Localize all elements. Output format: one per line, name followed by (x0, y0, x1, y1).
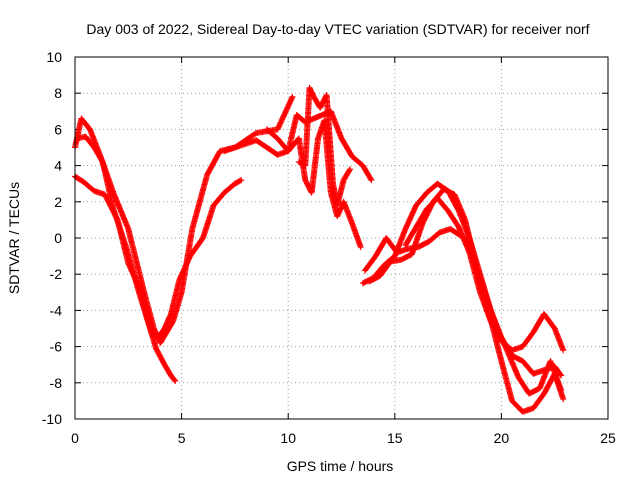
y-tick-label: -6 (50, 339, 63, 355)
data-point (346, 167, 353, 174)
data-point (557, 371, 564, 378)
series-track-f (295, 84, 354, 209)
data-point (357, 244, 364, 251)
y-tick-label: -4 (50, 302, 63, 318)
series-track-a (72, 93, 296, 346)
series-track-i (402, 195, 567, 354)
x-tick-label: 10 (280, 430, 296, 446)
x-tick-label: 0 (71, 430, 79, 446)
y-tick-label: 8 (54, 85, 62, 101)
data-point (238, 177, 245, 184)
x-tick-label: 5 (178, 430, 186, 446)
data-point (560, 347, 567, 354)
y-tick-label: 6 (54, 121, 62, 137)
x-tick-label: 15 (387, 430, 403, 446)
x-tick-label: 25 (600, 430, 616, 446)
series-track-j (366, 186, 565, 397)
data-point (347, 166, 354, 173)
data-point (171, 377, 178, 384)
data-point (558, 387, 565, 394)
y-tick-label: 10 (46, 49, 62, 65)
series-track-h (361, 225, 567, 415)
data-point (558, 372, 565, 379)
x-axis-label: GPS time / hours (287, 458, 394, 474)
chart-title: Day 003 of 2022, Sidereal Day-to-day VTE… (86, 21, 589, 37)
y-tick-label: -10 (42, 411, 62, 427)
series-track-b (74, 133, 245, 341)
data-point (289, 93, 296, 100)
y-tick-label: 2 (54, 194, 62, 210)
axis-ticks: 0 5 10 15 20 25 -10 -8 -6 -4 -2 0 2 4 6 8 10 (42, 49, 616, 446)
data-point (237, 177, 244, 184)
data-point (367, 175, 374, 182)
data-point (172, 377, 179, 384)
data-point (368, 177, 375, 184)
y-tick-label: 0 (54, 230, 62, 246)
y-axis-label: SDTVAR / TECUs (6, 182, 22, 294)
series-track-d (221, 108, 375, 184)
y-tick-label: -2 (50, 266, 63, 282)
x-tick-label: 20 (494, 430, 510, 446)
y-tick-label: -8 (50, 375, 63, 391)
series-track-c (72, 173, 179, 384)
y-tick-label: 4 (54, 158, 62, 174)
plot-frame (74, 56, 609, 420)
data-points (72, 84, 567, 415)
series-track-e (263, 117, 364, 251)
data-point (560, 396, 567, 403)
